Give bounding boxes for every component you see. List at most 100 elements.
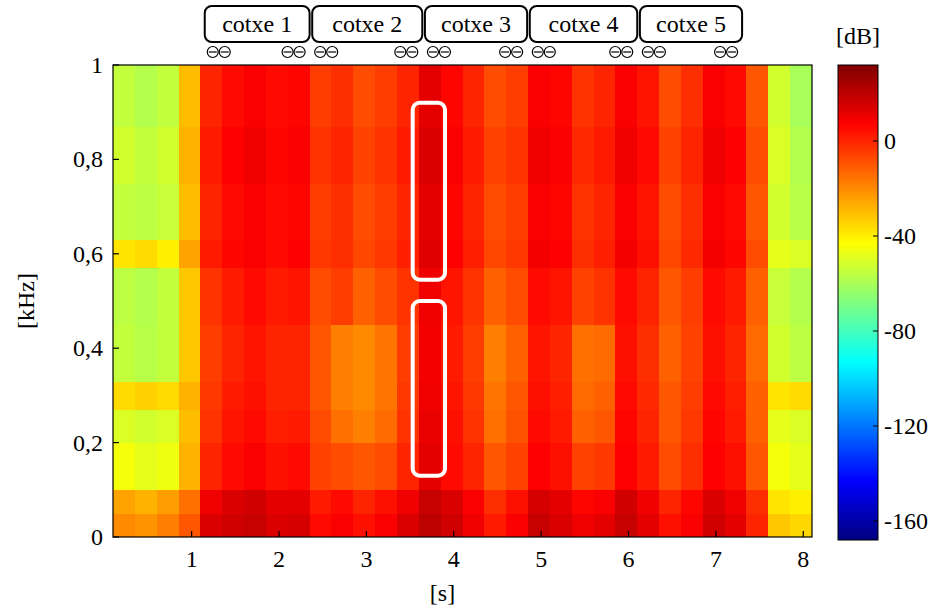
- car-box: [312, 6, 422, 42]
- cell: [506, 268, 528, 325]
- colorbar-tick: [873, 236, 878, 237]
- cell: [637, 126, 659, 183]
- cell: [113, 443, 135, 491]
- y-tick: [113, 159, 119, 160]
- cell: [419, 381, 441, 410]
- cell: [331, 268, 353, 325]
- cell: [790, 325, 812, 382]
- cell: [331, 410, 353, 444]
- cell: [703, 490, 725, 514]
- cell: [419, 240, 441, 269]
- wheel-icon: [207, 47, 230, 58]
- cell: [288, 443, 310, 491]
- cell: [353, 443, 375, 491]
- cell: [572, 240, 594, 269]
- cell: [681, 443, 703, 491]
- cell: [222, 126, 244, 183]
- cell: [484, 183, 506, 240]
- cell: [528, 240, 550, 269]
- car-box: [205, 6, 310, 42]
- cell: [463, 490, 485, 514]
- cell: [637, 65, 659, 127]
- cell: [550, 443, 572, 491]
- cell: [572, 126, 594, 183]
- x-tick-label: 4: [448, 546, 460, 572]
- cell: [746, 65, 768, 127]
- cell: [746, 325, 768, 382]
- x-tick-label: 2: [273, 546, 285, 572]
- cell: [135, 268, 157, 325]
- y-axis-title: [kHz]: [13, 273, 39, 329]
- wheel-icon: [715, 47, 738, 58]
- cell: [463, 268, 485, 325]
- cell: [659, 443, 681, 491]
- cell: [375, 325, 397, 382]
- cell: [463, 410, 485, 444]
- cell: [288, 240, 310, 269]
- wheel-line: [408, 51, 416, 52]
- cell: [179, 183, 201, 240]
- y-tick-label: 0,6: [73, 241, 103, 267]
- cell: [659, 183, 681, 240]
- wheel: [282, 47, 293, 58]
- cell: [506, 381, 528, 410]
- cell: [506, 410, 528, 444]
- cell: [331, 240, 353, 269]
- cell: [550, 490, 572, 514]
- cell: [768, 126, 790, 183]
- cell: [222, 381, 244, 410]
- cell: [266, 410, 288, 444]
- cell: [200, 381, 222, 410]
- cell: [397, 381, 419, 410]
- wheel-icon: [427, 47, 450, 58]
- cell: [463, 240, 485, 269]
- cell: [310, 183, 332, 240]
- cell: [244, 268, 266, 325]
- wheel-line: [209, 51, 217, 52]
- cell: [310, 381, 332, 410]
- cell: [310, 65, 332, 127]
- cell: [594, 443, 616, 491]
- cell: [288, 381, 310, 410]
- cell: [768, 381, 790, 410]
- cell: [703, 381, 725, 410]
- x-tick: [628, 531, 629, 537]
- cell: [528, 126, 550, 183]
- cell: [746, 410, 768, 444]
- wheel: [395, 47, 406, 58]
- wheel-icon: [315, 47, 338, 58]
- car-label: cotxe 1: [222, 11, 292, 37]
- cell: [746, 513, 768, 537]
- cell: [659, 513, 681, 537]
- cell: [179, 126, 201, 183]
- cell: [681, 65, 703, 127]
- cell: [659, 65, 681, 127]
- cell: [135, 240, 157, 269]
- cell: [703, 513, 725, 537]
- cell: [135, 381, 157, 410]
- wheel-line: [656, 51, 664, 52]
- cell: [266, 268, 288, 325]
- cell: [310, 513, 332, 537]
- cell: [266, 183, 288, 240]
- wheel: [219, 47, 230, 58]
- cell: [419, 325, 441, 382]
- cell: [572, 65, 594, 127]
- cell: [615, 381, 637, 410]
- cell: [725, 126, 747, 183]
- cell: [484, 65, 506, 127]
- cell: [244, 126, 266, 183]
- cell: [222, 268, 244, 325]
- cell: [615, 443, 637, 491]
- cell: [353, 183, 375, 240]
- car-label: cotxe 4: [549, 11, 619, 37]
- cell: [244, 325, 266, 382]
- cell: [200, 490, 222, 514]
- cell: [353, 65, 375, 127]
- cell: [790, 381, 812, 410]
- cell: [157, 443, 179, 491]
- x-tick-label: 5: [535, 546, 547, 572]
- cell: [572, 443, 594, 491]
- x-tick-label: 6: [623, 546, 635, 572]
- cell: [157, 490, 179, 514]
